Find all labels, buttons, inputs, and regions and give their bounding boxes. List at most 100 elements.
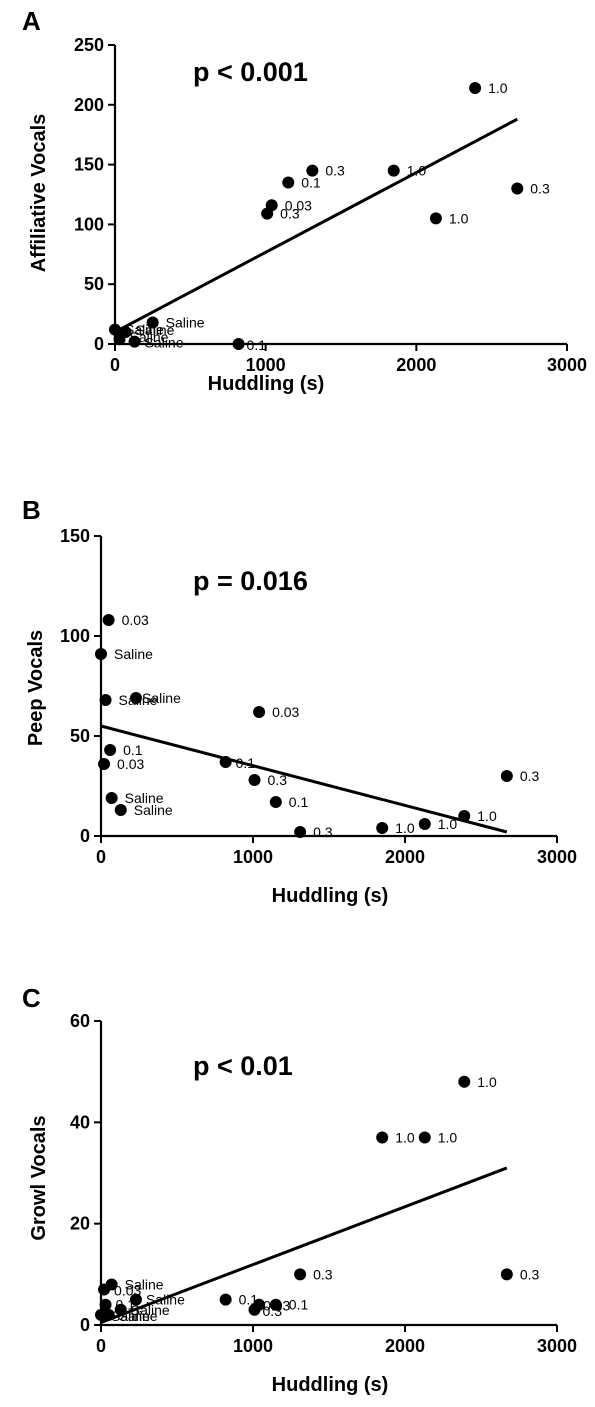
point-label: Saline <box>134 802 173 818</box>
data-point <box>387 164 400 177</box>
p-value-annotation: p = 0.016 <box>193 566 308 596</box>
point-label: 1.0 <box>449 210 469 226</box>
y-tick-label: 100 <box>60 626 90 646</box>
data-point <box>253 1298 266 1311</box>
panel-letter: A <box>22 6 41 36</box>
x-tick-label: 0 <box>96 1336 106 1356</box>
y-tick-label: 0 <box>80 1315 90 1335</box>
x-tick-label: 2000 <box>385 847 425 867</box>
data-point <box>219 1293 232 1306</box>
point-label: 0.3 <box>313 1266 333 1282</box>
point-label: Saline <box>136 322 175 338</box>
data-point <box>500 1268 513 1281</box>
data-point <box>458 810 471 822</box>
data-point <box>95 648 107 660</box>
point-label: 0.1 <box>289 794 309 810</box>
data-point <box>306 164 319 177</box>
y-tick-label: 40 <box>70 1112 90 1132</box>
x-tick-label: 3000 <box>537 847 577 867</box>
y-axis-title: Peep Vocals <box>25 630 47 746</box>
x-tick-label: 0 <box>96 847 106 867</box>
data-point <box>232 338 245 350</box>
data-point <box>129 1293 142 1306</box>
point-label: Saline <box>111 1308 150 1324</box>
x-tick-label: 1000 <box>233 1336 273 1356</box>
y-tick-label: 0 <box>94 334 104 354</box>
point-label: 0.1 <box>247 337 267 353</box>
point-label: Saline <box>131 1302 170 1318</box>
point-label: Saline <box>119 1308 158 1324</box>
point-label: 0.03 <box>122 612 149 628</box>
data-point <box>114 1303 127 1316</box>
y-tick-label: 150 <box>74 155 104 175</box>
p-value-annotation: p < 0.01 <box>193 1051 293 1081</box>
data-point <box>500 770 513 782</box>
data-point <box>146 316 159 329</box>
data-point <box>269 1298 282 1311</box>
data-point <box>119 326 132 339</box>
panel-letter: B <box>22 495 41 525</box>
point-label: 0.03 <box>117 756 144 772</box>
data-point <box>469 82 482 95</box>
data-point <box>458 1075 471 1088</box>
y-tick-label: 50 <box>84 274 104 294</box>
data-point <box>98 1283 111 1296</box>
data-point <box>129 692 142 704</box>
y-tick-label: 100 <box>74 214 104 234</box>
data-point <box>104 744 117 756</box>
data-point <box>109 323 121 336</box>
point-label: 1.0 <box>438 816 458 832</box>
regression-line <box>100 1166 508 1324</box>
data-point <box>418 1131 431 1144</box>
data-point <box>265 199 278 212</box>
point-label: 1.0 <box>477 808 497 824</box>
regression-line <box>114 117 518 334</box>
y-tick-label: 150 <box>60 526 90 546</box>
x-tick-label: 1000 <box>246 355 286 375</box>
p-value-annotation: p < 0.001 <box>193 57 308 87</box>
data-point <box>128 335 141 348</box>
panel-letter: C <box>22 983 41 1013</box>
point-label: 0.3 <box>313 824 333 840</box>
point-label: 0.03 <box>285 197 312 213</box>
point-label: 0.1 <box>301 175 321 191</box>
data-point <box>114 804 127 816</box>
x-axis-title: Huddling (s) <box>208 373 325 395</box>
point-label: 0.1 <box>123 742 143 758</box>
point-label: 0.3 <box>520 1266 540 1282</box>
y-tick-label: 60 <box>70 1011 90 1031</box>
point-label: 0.3 <box>325 163 345 179</box>
point-label: 1.0 <box>395 820 415 836</box>
x-axis-title: Huddling (s) <box>272 1374 389 1396</box>
data-point <box>248 774 261 786</box>
x-tick-label: 0 <box>110 355 120 375</box>
point-label: Saline <box>146 1292 185 1308</box>
x-tick-label: 3000 <box>537 1336 577 1356</box>
y-tick-label: 200 <box>74 95 104 115</box>
data-point <box>219 756 232 768</box>
panel-c: C p < 0.01 Huddling (s) Growl Vocals 0 20… <box>22 983 577 1396</box>
y-tick-label: 0 <box>80 826 90 846</box>
y-tick-label: 250 <box>74 35 104 55</box>
data-point <box>282 176 295 189</box>
point-label: Saline <box>166 314 205 330</box>
point-label: 0.03 <box>272 704 299 720</box>
data-point <box>99 694 112 706</box>
data-point <box>99 1298 112 1311</box>
data-point <box>511 182 524 195</box>
point-label: 0.3 <box>520 768 540 784</box>
panel-b: B p = 0.016 Huddling (s) Peep Vocals 0 50… <box>22 495 577 907</box>
y-axis-title: Growl Vocals <box>28 1115 50 1240</box>
data-point <box>376 1131 389 1144</box>
point-label: 1.0 <box>477 1074 497 1090</box>
y-axis-title: Affiliative Vocals <box>28 114 50 273</box>
point-label: Saline <box>145 335 184 351</box>
data-point <box>105 792 118 804</box>
data-point <box>294 1268 307 1281</box>
panel-a: A p < 0.001 Huddling (s) Affiliative Voc… <box>22 6 587 395</box>
point-label: 0.3 <box>280 206 300 222</box>
y-tick-label: 50 <box>70 726 90 746</box>
x-axis-title: Huddling (s) <box>272 885 389 907</box>
point-label: 1.0 <box>407 163 427 179</box>
